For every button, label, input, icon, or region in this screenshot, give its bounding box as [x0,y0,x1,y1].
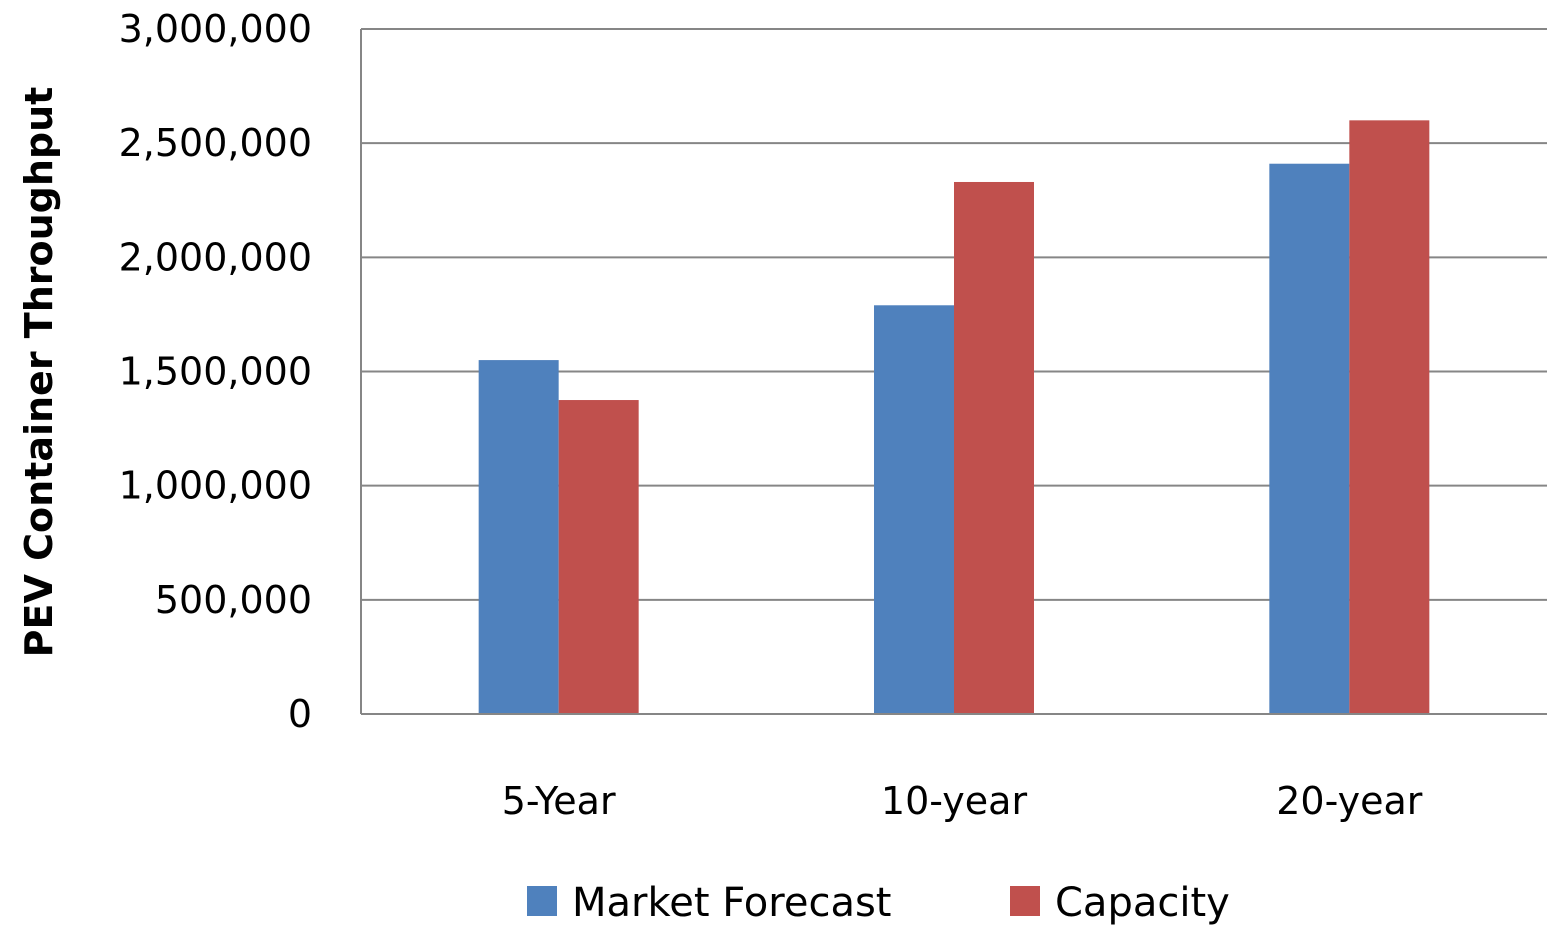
bar-capacity [558,400,639,714]
bars [478,120,1430,715]
legend-label: Capacity [1055,880,1230,926]
y-axis-tick-labels: 0 500,000 1,000,000 1,500,000 2,000,000 2,500… [119,7,312,736]
y-axis-title: PEV Container Throughput [17,87,61,658]
y-tick-label: 2,500,000 [119,121,312,165]
y-tick-label: 3,000,000 [119,7,312,51]
x-axis-tick-labels: 5-Year 10-year 20-year [502,779,1423,823]
y-tick-label: 1,000,000 [119,464,312,508]
legend: Market Forecast Capacity [527,880,1230,926]
x-tick-label: 5-Year [502,779,616,823]
legend-label: Market Forecast [572,880,891,926]
bar-capacity [954,181,1034,714]
bar-market-forecast [478,360,559,714]
legend-swatch [527,886,557,916]
legend-swatch [1010,886,1040,916]
y-tick-label: 1,500,000 [119,350,312,394]
x-tick-label: 20-year [1276,779,1423,823]
axes [360,29,1547,715]
x-tick-label: 10-year [881,779,1028,823]
bar-market-forecast [874,305,954,714]
bar-capacity [1349,120,1430,715]
y-tick-label: 2,000,000 [119,235,312,279]
bar-market-forecast [1269,163,1350,714]
y-tick-label: 500,000 [155,578,312,622]
y-tick-label: 0 [288,692,312,736]
